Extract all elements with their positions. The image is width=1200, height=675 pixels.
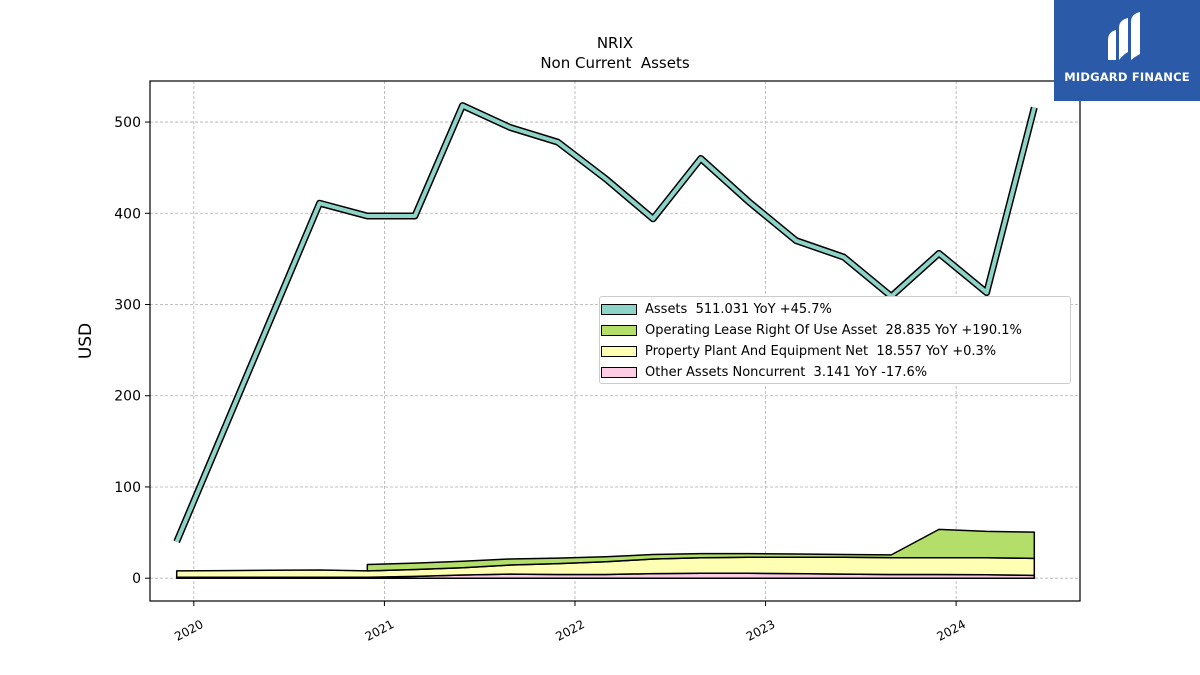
- area-operating-lease: [366, 528, 1036, 572]
- chart-title: NRIX: [597, 34, 633, 52]
- legend-item-other-assets: Other Assets Noncurrent 3.141 YoY -17.6%: [600, 363, 927, 381]
- logo-mark-icon: [1108, 12, 1140, 60]
- legend-swatch-operating-lease: [601, 324, 637, 336]
- logo-text: MIDGARD FINANCE: [1064, 70, 1190, 84]
- y-axis-label: USD: [76, 323, 96, 359]
- legend-item-ppe: Property Plant And Equipment Net 18.557 …: [600, 342, 996, 360]
- x-tick-label-2021: 2021: [363, 617, 397, 644]
- legend-item-assets: Assets 511.031 YoY +45.7%: [600, 300, 832, 318]
- x-tick-label-2023: 2023: [744, 617, 778, 644]
- series-areas: [175, 528, 1036, 579]
- legend-swatch-assets: [601, 303, 637, 315]
- legend-label-operating-lease: Operating Lease Right Of Use Asset 28.83…: [645, 322, 1022, 338]
- y-tick-label-100: 100: [114, 480, 141, 496]
- y-tick-label-200: 200: [114, 389, 141, 405]
- legend-label-assets: Assets 511.031 YoY +45.7%: [645, 301, 832, 317]
- line-assets: [174, 103, 1037, 543]
- x-tick-label-2022: 2022: [553, 617, 587, 644]
- y-tick-label-500: 500: [114, 115, 141, 131]
- chart-subtitle: Non Current Assets: [540, 54, 690, 72]
- brand-logo: MIDGARD FINANCE: [1054, 0, 1200, 101]
- legend: Assets 511.031 YoY +45.7% Operating Leas…: [599, 296, 1071, 384]
- legend-swatch-ppe: [601, 345, 637, 357]
- legend-swatch-other-assets: [601, 366, 637, 378]
- series-lines: [173, 102, 1038, 544]
- legend-label-ppe: Property Plant And Equipment Net 18.557 …: [645, 343, 997, 359]
- y-tick-label-300: 300: [114, 298, 141, 314]
- legend-label-other-assets: Other Assets Noncurrent 3.141 YoY -17.6%: [645, 364, 928, 380]
- legend-item-operating-lease: Operating Lease Right Of Use Asset 28.83…: [600, 321, 1022, 339]
- y-tick-label-400: 400: [114, 206, 141, 222]
- x-tick-label-2020: 2020: [172, 617, 206, 644]
- plot-frame: [149, 80, 1081, 602]
- x-tick-label-2024: 2024: [934, 617, 968, 644]
- y-tick-label-0: 0: [132, 571, 141, 587]
